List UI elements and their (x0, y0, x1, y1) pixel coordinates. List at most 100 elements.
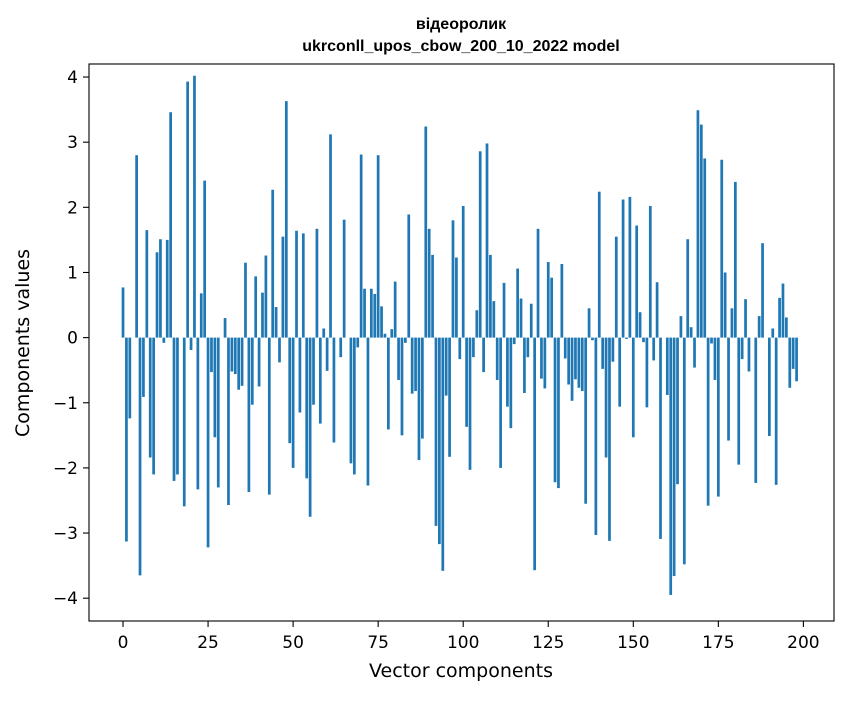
bar (427, 228, 431, 338)
bar (706, 337, 710, 506)
bar (768, 337, 771, 436)
chart-title-line1: відеоролик (416, 16, 507, 33)
bar (393, 281, 397, 338)
bar (281, 236, 285, 338)
bar (155, 252, 159, 338)
bar (387, 337, 390, 430)
bar (648, 206, 652, 338)
bar (553, 337, 557, 483)
bar (468, 337, 472, 470)
bar (400, 337, 404, 436)
y-tick-label: 0 (67, 329, 78, 349)
y-axis-label: Components values (12, 249, 34, 437)
bar (730, 308, 734, 338)
x-tick-label: 175 (702, 633, 734, 653)
bar (278, 337, 281, 363)
bar (472, 337, 475, 358)
bar (305, 337, 309, 479)
y-tick-label: −4 (53, 589, 78, 609)
bar (407, 214, 411, 338)
bar (342, 219, 346, 338)
bars-group (121, 75, 798, 595)
bar (329, 134, 332, 338)
bar (441, 337, 445, 571)
bar (169, 112, 172, 338)
bar (570, 337, 574, 401)
bar (261, 292, 264, 338)
bar (404, 337, 407, 343)
bar (655, 282, 659, 338)
bar (230, 337, 234, 372)
bar (244, 262, 247, 338)
bar (614, 236, 618, 338)
bar (723, 272, 727, 338)
bar (771, 328, 775, 338)
x-tick-label: 100 (447, 633, 479, 653)
bar (710, 337, 713, 344)
bar (227, 337, 230, 506)
bar (485, 143, 489, 338)
y-tick-label: −2 (53, 459, 78, 479)
bar (580, 337, 584, 392)
bar (315, 228, 319, 338)
bar (431, 254, 434, 338)
bar (291, 337, 295, 468)
bar (159, 239, 162, 338)
bar (659, 337, 662, 539)
bar (523, 337, 526, 393)
bar (785, 317, 788, 338)
bar (594, 337, 598, 535)
bar (356, 337, 360, 348)
bar (495, 337, 499, 380)
bar (298, 337, 302, 413)
bar (339, 337, 343, 358)
bar (601, 337, 605, 369)
bar (475, 310, 479, 338)
bar (682, 337, 686, 565)
bar (597, 191, 601, 338)
bar (458, 337, 462, 360)
bar (635, 225, 639, 338)
bar (560, 264, 564, 338)
bar (778, 297, 781, 338)
bar (152, 337, 155, 475)
bar (451, 220, 455, 338)
bar (189, 337, 193, 350)
bar (250, 337, 254, 405)
plot-frame (88, 63, 835, 622)
bar (733, 181, 737, 338)
bar (376, 155, 380, 338)
bar (121, 287, 125, 338)
bar (196, 337, 200, 490)
bar (543, 337, 547, 389)
bar (502, 282, 506, 338)
bar (424, 126, 428, 338)
bar (390, 329, 394, 338)
bar (128, 337, 132, 419)
bar (512, 337, 516, 345)
x-tick-label: 150 (617, 633, 649, 653)
bar (254, 276, 258, 338)
bar (665, 337, 669, 395)
bar (438, 337, 441, 545)
bar (223, 318, 227, 338)
bar (145, 230, 149, 338)
bar (788, 337, 792, 388)
bar (465, 337, 468, 427)
bar (740, 337, 744, 360)
x-tick-label: 50 (282, 633, 304, 653)
bar (716, 337, 720, 497)
axes-group: 0 25 50 75 100 125 150 175 200 −4 −3 −2 −1 0 1 2 3 4 (53, 63, 835, 653)
y-tick-label: 3 (67, 133, 78, 153)
bar (366, 337, 370, 486)
bar (540, 337, 543, 379)
bar (247, 337, 251, 493)
bar (713, 337, 717, 380)
bar (199, 293, 203, 338)
y-tick-label: 1 (67, 263, 78, 283)
bar (642, 337, 645, 343)
bar (216, 337, 220, 488)
bar (608, 337, 611, 541)
bar (669, 337, 673, 595)
